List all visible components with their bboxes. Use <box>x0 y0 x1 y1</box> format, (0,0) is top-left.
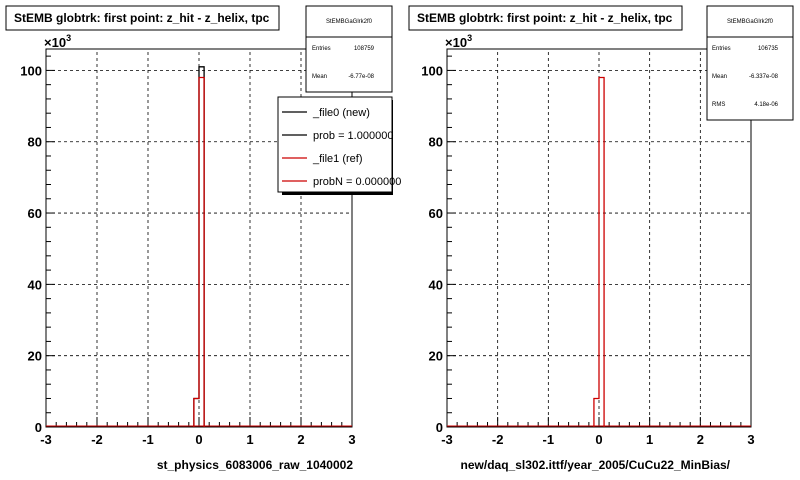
y-tick-label: 40 <box>429 277 443 292</box>
stats-mean-label-left: Mean <box>312 74 327 80</box>
legend-label: probN = 0.000000 <box>313 176 401 188</box>
stats-mean-value-left: -6.77e-08 <box>348 74 374 80</box>
y-tick-label: 100 <box>20 63 42 78</box>
title-box-left <box>5 5 280 31</box>
y-tick-label: 0 <box>35 420 42 435</box>
stats-mean-label-right: Mean <box>712 74 727 80</box>
y-tick-label: 60 <box>429 206 443 221</box>
x-tick-label: 3 <box>348 432 355 447</box>
histogram-right <box>447 76 751 427</box>
y-ticks-left: 0 20 40 60 80 100 <box>20 55 55 435</box>
stats-entries-value-right: 106735 <box>758 46 779 52</box>
legend-left: _file0 (new) prob = 1.000000 _file1 (ref) p… <box>277 96 401 195</box>
y-ticks-right: 0 20 40 60 80 100 <box>421 55 456 435</box>
chart-title-left: StEMB globtrk: first point: z_hit - z_he… <box>14 11 270 25</box>
stats-title-right: StEMBGaGlrk2f0 <box>727 19 774 25</box>
histogram-series <box>593 76 605 427</box>
x-tick-label: -1 <box>543 432 555 447</box>
y-tick-label: 40 <box>28 277 42 292</box>
x-tick-label: -2 <box>91 432 103 447</box>
y-tick-label: 0 <box>436 420 443 435</box>
x-tick-label: 2 <box>297 432 304 447</box>
y-tick-label: 60 <box>28 206 42 221</box>
x-tick-label: -3 <box>441 432 453 447</box>
legend-label: prob = 1.000000 <box>313 130 393 142</box>
stats-box-left: StEMBGaGlrk2f0 Entries 108759 Mean -6.77… <box>305 5 393 93</box>
stats-entries-label-right: Entries <box>712 46 731 52</box>
exponent-label-left: ×103 <box>44 33 71 50</box>
stats-entries-value-left: 108759 <box>354 46 375 52</box>
legend-label: _file0 (new) <box>312 107 370 119</box>
y-tick-label: 80 <box>28 135 42 150</box>
stats-title-left: StEMBGaGlrk2f0 <box>326 19 373 25</box>
x-tick-label: 1 <box>246 432 253 447</box>
exponent-label-right: ×103 <box>445 33 472 50</box>
x-tick-label: 0 <box>195 432 202 447</box>
stats-rms-label-right: RMS <box>712 102 725 108</box>
x-tick-label: -2 <box>492 432 504 447</box>
x-tick-label: -3 <box>40 432 52 447</box>
x-tick-label: 3 <box>747 432 754 447</box>
stats-entries-label-left: Entries <box>312 46 331 52</box>
x-tick-label: 2 <box>697 432 704 447</box>
y-tick-label: 80 <box>429 135 443 150</box>
stats-rms-value-right: 4.18e-06 <box>754 102 778 108</box>
legend-label: _file1 (ref) <box>312 153 363 165</box>
histogram-left <box>46 66 352 427</box>
title-box-right <box>408 5 683 31</box>
panel-left: StEMB globtrk: first point: z_hit - z_he… <box>5 5 401 472</box>
y-tick-label: 20 <box>28 349 42 364</box>
x-axis-label-left: st_physics_6083006_raw_1040002 <box>157 458 353 472</box>
y-tick-label: 100 <box>421 63 443 78</box>
chart-title-right: StEMB globtrk: first point: z_hit - z_he… <box>417 11 673 25</box>
y-tick-label: 20 <box>429 349 443 364</box>
panel-right: StEMB globtrk: first point: z_hit - z_he… <box>408 5 794 472</box>
x-tick-label: 0 <box>595 432 602 447</box>
stats-mean-value-right: -6.337e-08 <box>749 74 779 80</box>
x-tick-label: 1 <box>646 432 653 447</box>
x-axis-label-right: new/daq_sl302.ittf/year_2005/CuCu22_MinB… <box>461 458 731 472</box>
histogram-series <box>193 76 205 427</box>
x-tick-label: -1 <box>142 432 154 447</box>
stats-box-right: StEMBGaGlrk2f0 Entries 106735 Mean -6.33… <box>706 5 794 121</box>
